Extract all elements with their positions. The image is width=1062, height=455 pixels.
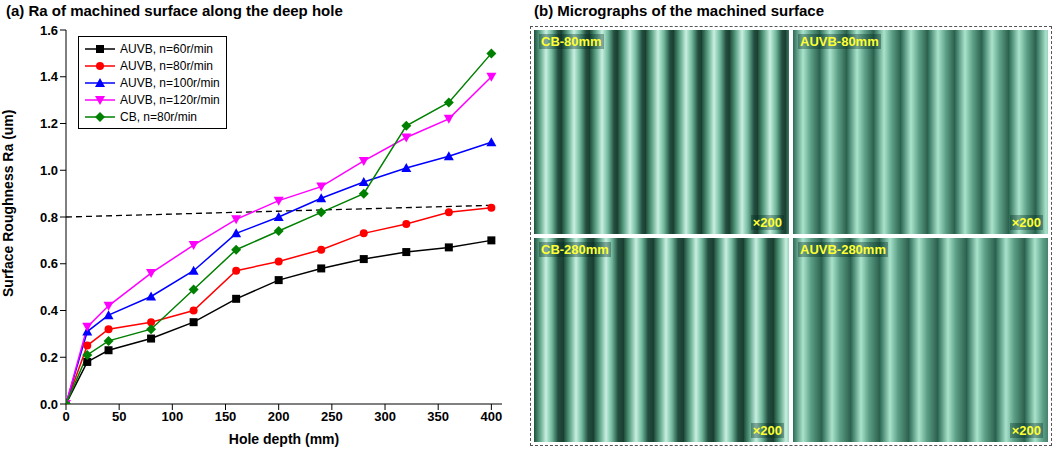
svg-text:0: 0 [62, 409, 69, 424]
html-text:(a) Ra of machined surface alo: (a) Ra of machined surface along the dee… [6, 2, 343, 19]
svg-text:100: 100 [161, 409, 183, 424]
svg-text:Surface Roughness Ra (um): Surface Roughness Ra (um) [0, 110, 16, 297]
svg-text:Hole depth (mm): Hole depth (mm) [229, 431, 339, 447]
svg-text:1.0: 1.0 [40, 163, 58, 178]
svg-text:0.2: 0.2 [40, 350, 58, 365]
html-text:×200: ×200 [752, 215, 782, 230]
svg-text:0.6: 0.6 [40, 256, 58, 271]
html-text:AUVB, n=120r/min: AUVB, n=120r/min [120, 92, 220, 107]
html-text:CB-80mm: CB-80mm [541, 34, 602, 49]
html-text:AUVB-80mm: AUVB-80mm [800, 34, 879, 49]
svg-text:350: 350 [427, 409, 449, 424]
html-text:AUVB-280mm: AUVB-280mm [800, 242, 886, 257]
html-text:CB, n=80r/min: CB, n=80r/min [120, 109, 197, 124]
svg-text:300: 300 [374, 409, 396, 424]
svg-text:1.6: 1.6 [40, 23, 58, 38]
svg-text:1.4: 1.4 [40, 69, 59, 84]
html-text:AUVB, n=60r/min: AUVB, n=60r/min [120, 41, 213, 56]
html-text:CB-280mm: CB-280mm [541, 242, 609, 257]
html-text:×200: ×200 [1011, 423, 1041, 438]
html-text:AUVB, n=100r/min: AUVB, n=100r/min [120, 75, 220, 90]
html-text:(b) Micrographs of the machine: (b) Micrographs of the machined surface [534, 2, 824, 19]
svg-text:0.0: 0.0 [40, 397, 58, 412]
svg-text:0.4: 0.4 [40, 303, 59, 318]
svg-text:200: 200 [268, 409, 290, 424]
html-text:AUVB, n=80r/min: AUVB, n=80r/min [120, 58, 213, 73]
svg-text:250: 250 [321, 409, 343, 424]
svg-text:150: 150 [215, 409, 237, 424]
svg-text:0.8: 0.8 [40, 210, 58, 225]
html-text:×200: ×200 [1011, 215, 1041, 230]
svg-text:1.2: 1.2 [40, 116, 58, 131]
svg-text:50: 50 [112, 409, 126, 424]
html-text:×200: ×200 [752, 423, 782, 438]
svg-text:400: 400 [481, 409, 503, 424]
